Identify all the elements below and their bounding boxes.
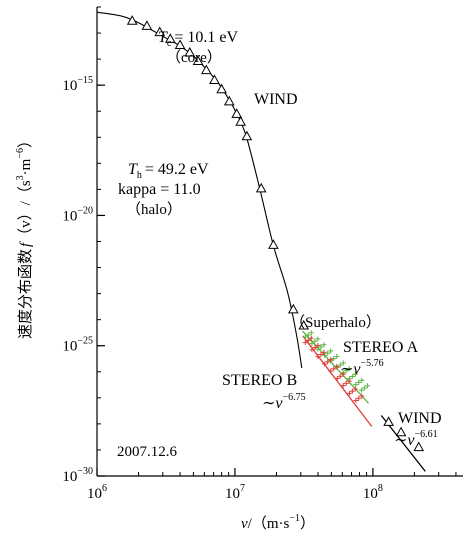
data-point-triangle <box>164 33 176 43</box>
stereo-a-label: STEREO A <box>343 339 419 356</box>
x-tick-label: 107 <box>225 483 245 502</box>
data-point-triangle <box>235 116 247 126</box>
core-label: （core） <box>166 49 222 66</box>
data-point-triangle <box>209 74 220 84</box>
data-point-triangle <box>298 319 310 330</box>
date-label: 2007.12.6 <box>117 444 178 460</box>
data-point-triangle <box>241 130 253 141</box>
data-point-triangle <box>395 426 407 437</box>
superhalo-label: （Superhalo） <box>290 314 381 331</box>
data-point-plus <box>302 335 314 346</box>
data-point-plus <box>315 349 327 360</box>
data-markers <box>126 15 425 452</box>
y-tick-label: 10−30 <box>62 466 93 485</box>
data-point-plus <box>334 371 346 382</box>
y-axis-label: 速度分布函数f（v）/（s3·m−6） <box>15 133 34 339</box>
fit-line-2 <box>302 335 373 427</box>
wind-top-label: WIND <box>254 91 298 108</box>
data-point-triangle <box>216 83 227 94</box>
data-point-plus <box>309 342 321 353</box>
stereo-b-power-law: ∼v−6.75 <box>262 392 306 412</box>
data-point-triangle <box>192 55 204 66</box>
y-tick-label: 10−15 <box>62 75 93 94</box>
data-point-triangle <box>126 15 138 25</box>
data-point-triangle <box>231 108 243 118</box>
data-point-plus <box>322 348 334 358</box>
y-tick-label: 10−20 <box>62 205 93 224</box>
data-point-triangle <box>141 20 153 30</box>
data-point-triangle <box>383 416 394 426</box>
data-point-triangle <box>184 46 196 57</box>
data-point-triangle <box>200 64 212 75</box>
data-point-plus <box>334 360 346 370</box>
core-temperature-label: Tc = 10.1 eV <box>158 29 238 49</box>
data-point-triangle <box>154 26 166 37</box>
x-axis-label: v/（m·s−1） <box>241 513 315 532</box>
axes-frame <box>96 6 463 477</box>
data-point-triangle <box>287 303 299 314</box>
x-tick-label: 106 <box>87 483 107 502</box>
data-point-plus <box>302 330 314 340</box>
data-point-plus <box>346 386 358 396</box>
data-point-triangle <box>223 95 235 106</box>
data-point-triangle <box>268 239 279 249</box>
halo-temperature-label: Th = 49.2 eV <box>128 161 209 181</box>
halo-label: （halo） <box>126 201 182 218</box>
tick-labels: 106 107 108 10−15 10−20 10−25 10−30 <box>62 75 383 502</box>
data-point-plus <box>359 383 371 393</box>
kappa-label: kappa = 11.0 <box>118 181 201 198</box>
data-point-plus <box>353 393 365 403</box>
data-point-plus <box>322 357 334 367</box>
data-point-plus <box>353 377 365 388</box>
wind-bottom-label: WIND <box>398 410 442 427</box>
data-point-triangle <box>413 441 425 452</box>
x-tick-label: 108 <box>363 483 383 502</box>
data-point-plus <box>328 364 340 374</box>
data-point-plus <box>309 336 321 346</box>
data-point-plus <box>340 378 352 389</box>
y-tick-label: 10−25 <box>62 336 93 355</box>
data-point-triangle <box>174 39 186 50</box>
stereo-a-power-law: ∼v−5.76 <box>340 358 384 378</box>
data-point-triangle <box>255 182 267 193</box>
stereo-b-label: STEREO B <box>222 372 297 389</box>
wind-bottom-power-law: ∼v−6.61 <box>394 429 438 449</box>
